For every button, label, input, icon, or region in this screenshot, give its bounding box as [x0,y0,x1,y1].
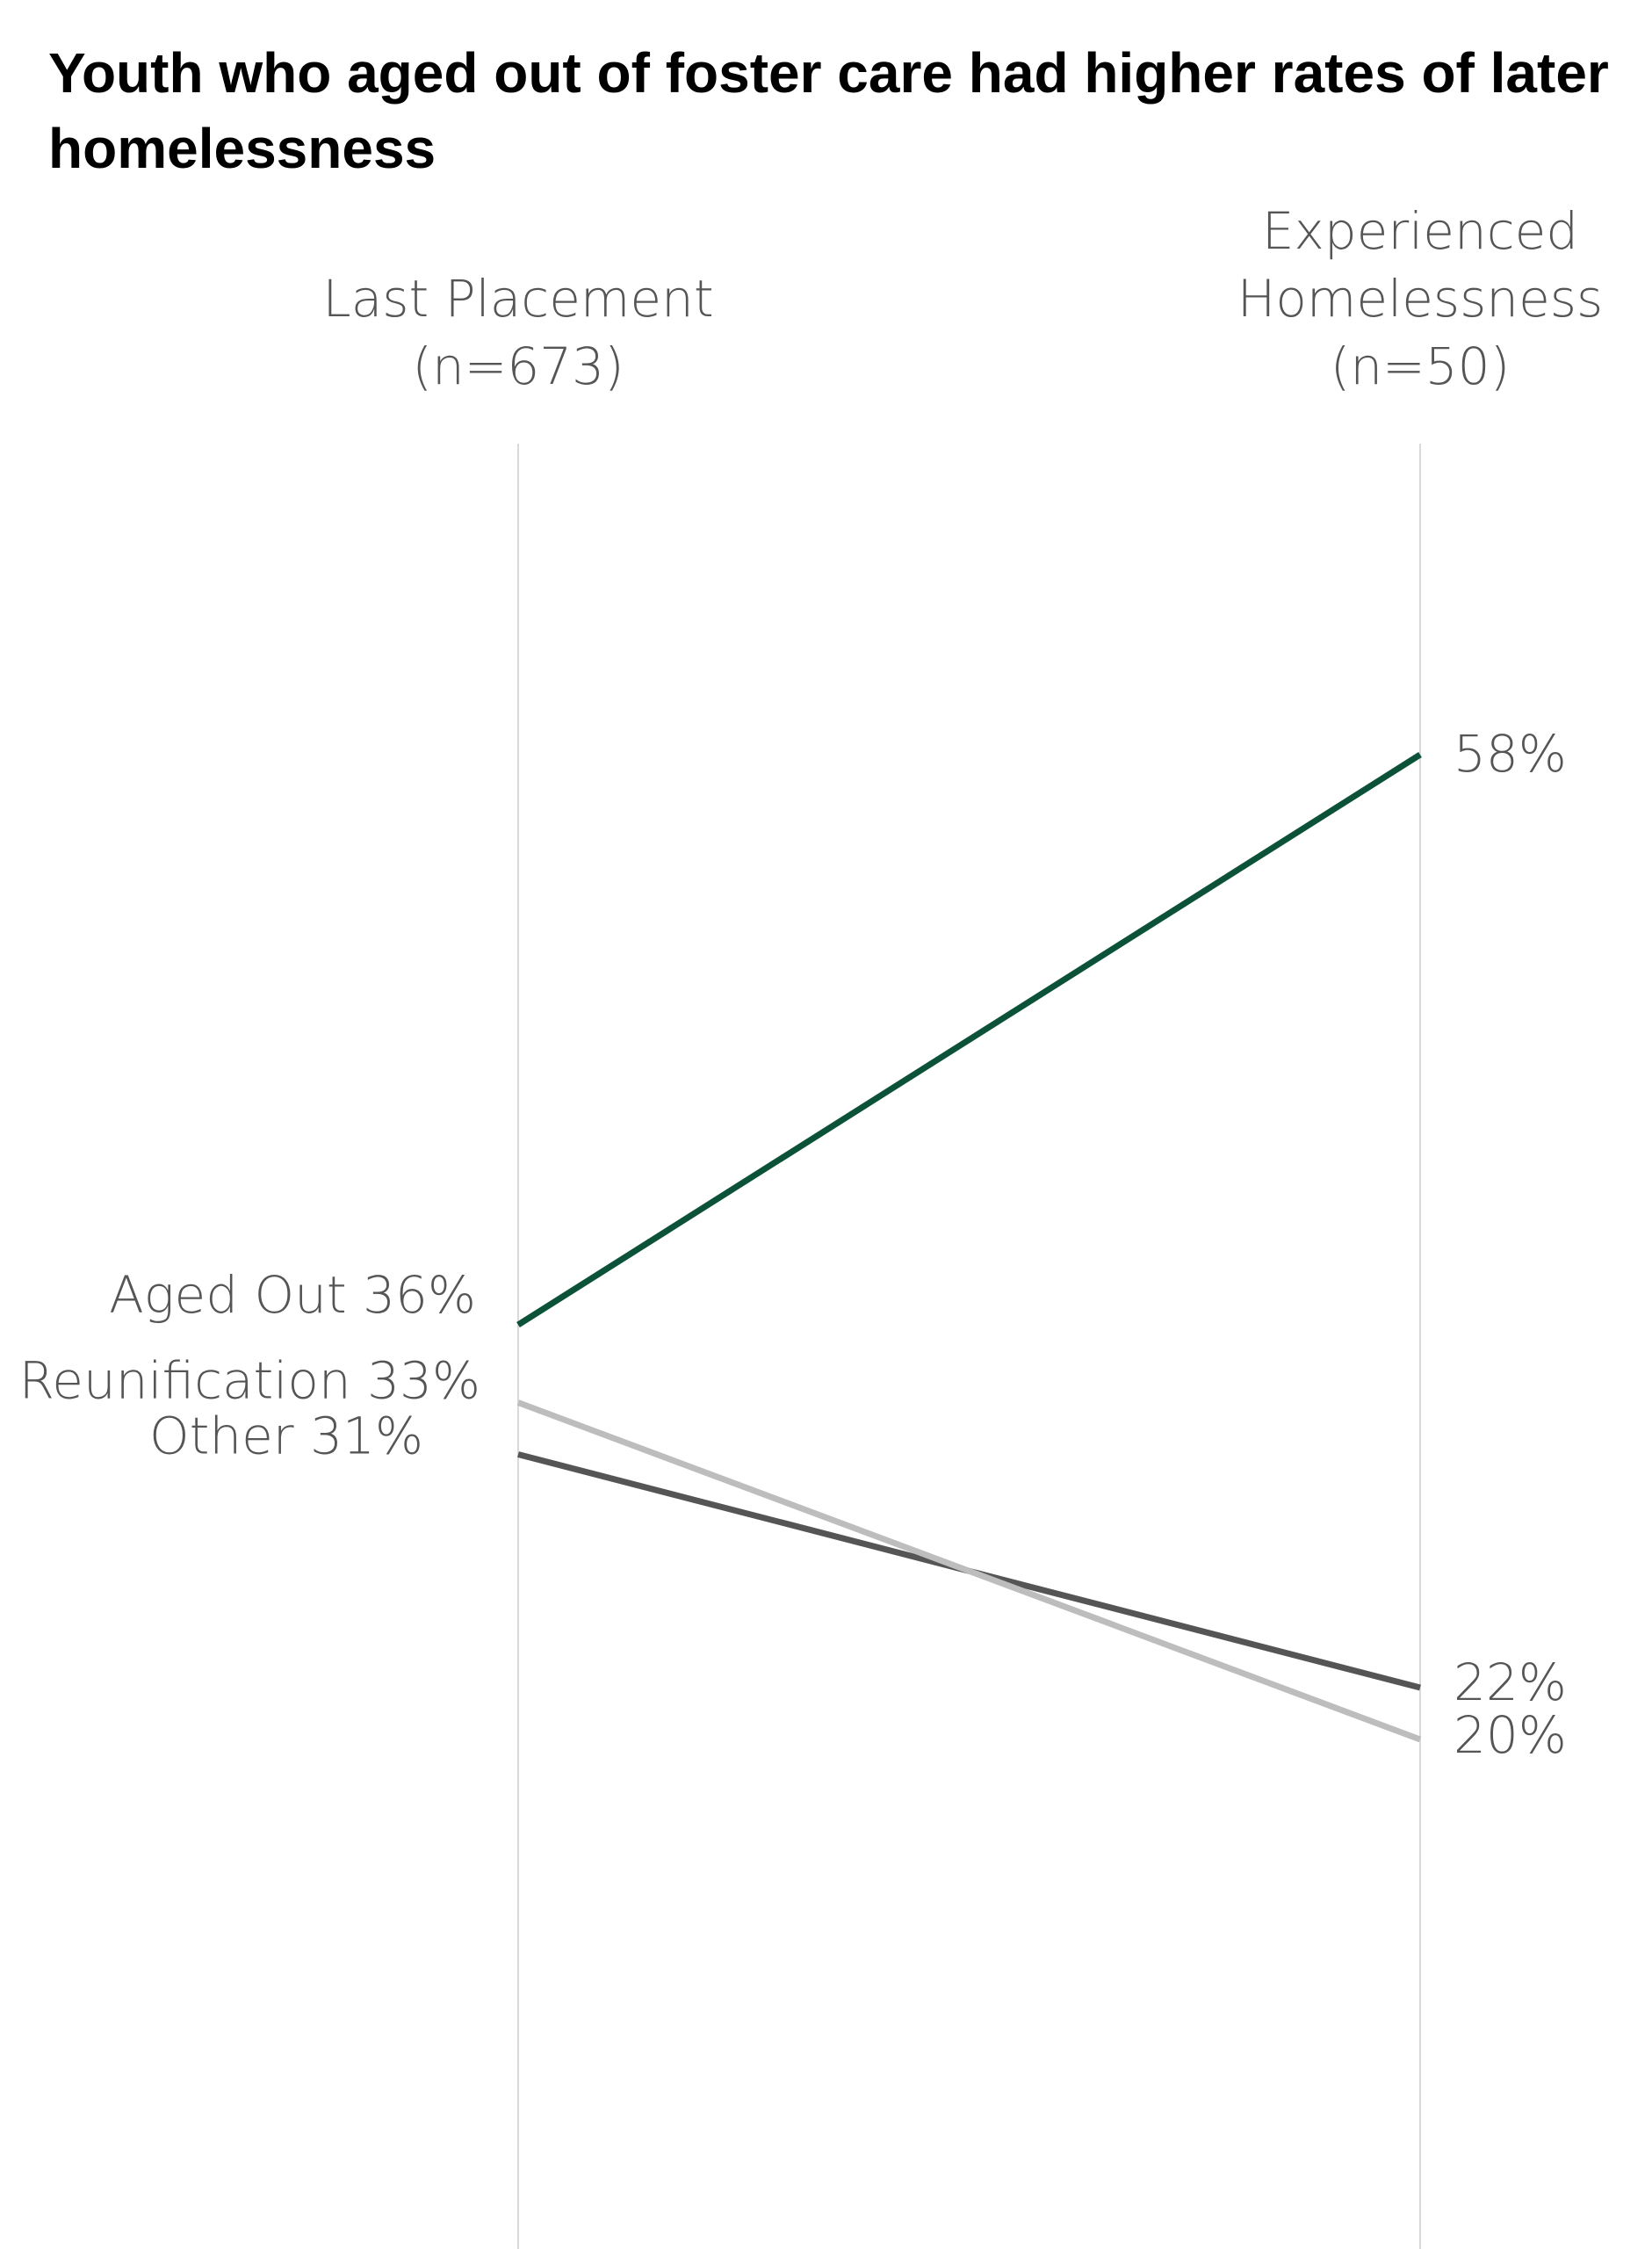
series-line-aged-out [516,752,1422,1327]
end-label-other: 22% [1454,1652,1567,1712]
column-header-2-line-1: Experienced [1262,201,1578,261]
start-label-other: Other 31% [149,1407,423,1466]
series-lines [516,752,1422,1743]
start-label-aged-out: Aged Out 36% [109,1265,476,1325]
column-header-2-line-2: Homelessness [1237,269,1603,329]
column-headers: Last Placement (n=673) Experienced Homeless… [322,201,1603,396]
series-line-reunification [516,1399,1422,1743]
axis-layer [517,444,1421,2249]
column-header-2-line-3: (n=50) [1331,336,1510,396]
end-label-reunification: 20% [1454,1705,1567,1765]
chart-title: Youth who aged out of foster care had hi… [48,41,1609,180]
start-label-reunification: Reunification 33% [19,1351,480,1411]
data-labels: Aged Out 36% Reunification 33%Other 31% 58… [19,724,1567,1765]
end-label-aged-out: 58% [1454,724,1567,784]
column-header-1-line-2: (n=673) [412,336,624,396]
column-header-1-line-1: Last Placement [322,269,713,329]
